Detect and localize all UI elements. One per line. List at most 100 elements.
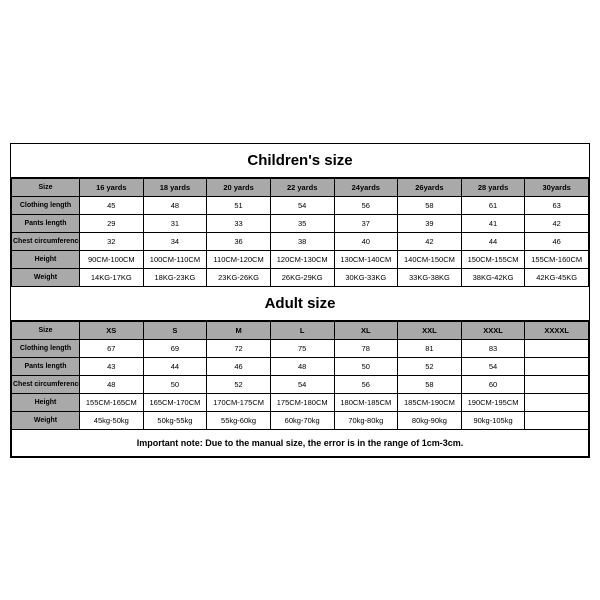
col-header: L <box>270 321 334 339</box>
col-header: XXXXL <box>525 321 589 339</box>
cell: 58 <box>398 375 462 393</box>
cell: 56 <box>334 375 398 393</box>
row-label: Clothing length <box>12 196 80 214</box>
table-row: Pants length 43 44 46 48 50 52 54 <box>12 357 589 375</box>
row-label: Chest circumference 1/2 <box>12 375 80 393</box>
cell: 67 <box>80 339 144 357</box>
cell: 54 <box>270 375 334 393</box>
important-note: Important note: Due to the manual size, … <box>12 429 589 456</box>
adult-header-row: Size XS S M L XL XXL XXXL XXXXL <box>12 321 589 339</box>
cell: 165CM-170CM <box>143 393 207 411</box>
children-table: Size 16 yards 18 yards 20 yards 22 yards… <box>11 178 589 287</box>
cell: 18KG-23KG <box>143 268 207 286</box>
cell: 41 <box>461 214 525 232</box>
cell: 90kg-105kg <box>461 411 525 429</box>
cell: 60 <box>461 375 525 393</box>
cell: 130CM-140CM <box>334 250 398 268</box>
col-header: 16 yards <box>80 178 144 196</box>
cell: 140CM-150CM <box>398 250 462 268</box>
cell <box>525 375 589 393</box>
cell: 48 <box>80 375 144 393</box>
table-row: Chest circumference 1/2 48 50 52 54 56 5… <box>12 375 589 393</box>
col-header: 28 yards <box>461 178 525 196</box>
cell: 100CM-110CM <box>143 250 207 268</box>
cell: 80kg-90kg <box>398 411 462 429</box>
cell: 52 <box>398 357 462 375</box>
cell: 45kg-50kg <box>80 411 144 429</box>
cell <box>525 393 589 411</box>
cell: 39 <box>398 214 462 232</box>
col-header: XL <box>334 321 398 339</box>
cell: 70kg-80kg <box>334 411 398 429</box>
cell: 38 <box>270 232 334 250</box>
cell: 30KG-33KG <box>334 268 398 286</box>
cell: 42KG-45KG <box>525 268 589 286</box>
cell: 60kg-70kg <box>270 411 334 429</box>
cell: 110CM-120CM <box>207 250 271 268</box>
cell: 90CM-100CM <box>80 250 144 268</box>
col-header: 24yards <box>334 178 398 196</box>
cell: 38KG-42KG <box>461 268 525 286</box>
cell: 55kg-60kg <box>207 411 271 429</box>
col-header: 26yards <box>398 178 462 196</box>
cell: 42 <box>398 232 462 250</box>
cell: 185CM-190CM <box>398 393 462 411</box>
row-label: Chest circumference 1/2 <box>12 232 80 250</box>
cell: 190CM-195CM <box>461 393 525 411</box>
children-header-row: Size 16 yards 18 yards 20 yards 22 yards… <box>12 178 589 196</box>
cell: 51 <box>207 196 271 214</box>
cell: 48 <box>143 196 207 214</box>
cell: 14KG-17KG <box>80 268 144 286</box>
col-header: Size <box>12 321 80 339</box>
col-header: XXXL <box>461 321 525 339</box>
table-row: Height 90CM-100CM 100CM-110CM 110CM-120C… <box>12 250 589 268</box>
cell: 32 <box>80 232 144 250</box>
col-header: XXL <box>398 321 462 339</box>
table-row: Clothing length 45 48 51 54 56 58 61 63 <box>12 196 589 214</box>
cell: 180CM-185CM <box>334 393 398 411</box>
table-row: Pants length 29 31 33 35 37 39 41 42 <box>12 214 589 232</box>
row-label: Weight <box>12 411 80 429</box>
cell: 43 <box>80 357 144 375</box>
col-header: Size <box>12 178 80 196</box>
row-label: Pants length <box>12 214 80 232</box>
cell: 56 <box>334 196 398 214</box>
col-header: XS <box>80 321 144 339</box>
size-chart-wrapper: Children's size Size 16 yards 18 yards 2… <box>10 143 590 458</box>
cell: 36 <box>207 232 271 250</box>
cell: 40 <box>334 232 398 250</box>
cell: 46 <box>207 357 271 375</box>
table-row: Height 155CM-165CM 165CM-170CM 170CM-175… <box>12 393 589 411</box>
table-row: Clothing length 67 69 72 75 78 81 83 <box>12 339 589 357</box>
cell: 44 <box>461 232 525 250</box>
row-label: Weight <box>12 268 80 286</box>
col-header: 18 yards <box>143 178 207 196</box>
row-label: Pants length <box>12 357 80 375</box>
cell: 45 <box>80 196 144 214</box>
table-row: Weight 45kg-50kg 50kg-55kg 55kg-60kg 60k… <box>12 411 589 429</box>
cell: 61 <box>461 196 525 214</box>
cell: 46 <box>525 232 589 250</box>
cell: 69 <box>143 339 207 357</box>
table-row: Chest circumference 1/2 32 34 36 38 40 4… <box>12 232 589 250</box>
adult-title: Adult size <box>11 287 589 321</box>
cell: 23KG-26KG <box>207 268 271 286</box>
cell <box>525 411 589 429</box>
cell: 26KG-29KG <box>270 268 334 286</box>
row-label: Height <box>12 250 80 268</box>
adult-table: Size XS S M L XL XXL XXXL XXXXL Clothing… <box>11 321 589 457</box>
cell: 81 <box>398 339 462 357</box>
cell: 29 <box>80 214 144 232</box>
cell: 83 <box>461 339 525 357</box>
cell: 54 <box>270 196 334 214</box>
cell: 37 <box>334 214 398 232</box>
cell: 33 <box>207 214 271 232</box>
cell: 58 <box>398 196 462 214</box>
cell: 78 <box>334 339 398 357</box>
cell: 170CM-175CM <box>207 393 271 411</box>
cell: 35 <box>270 214 334 232</box>
cell <box>525 357 589 375</box>
cell: 44 <box>143 357 207 375</box>
row-label: Height <box>12 393 80 411</box>
cell: 54 <box>461 357 525 375</box>
